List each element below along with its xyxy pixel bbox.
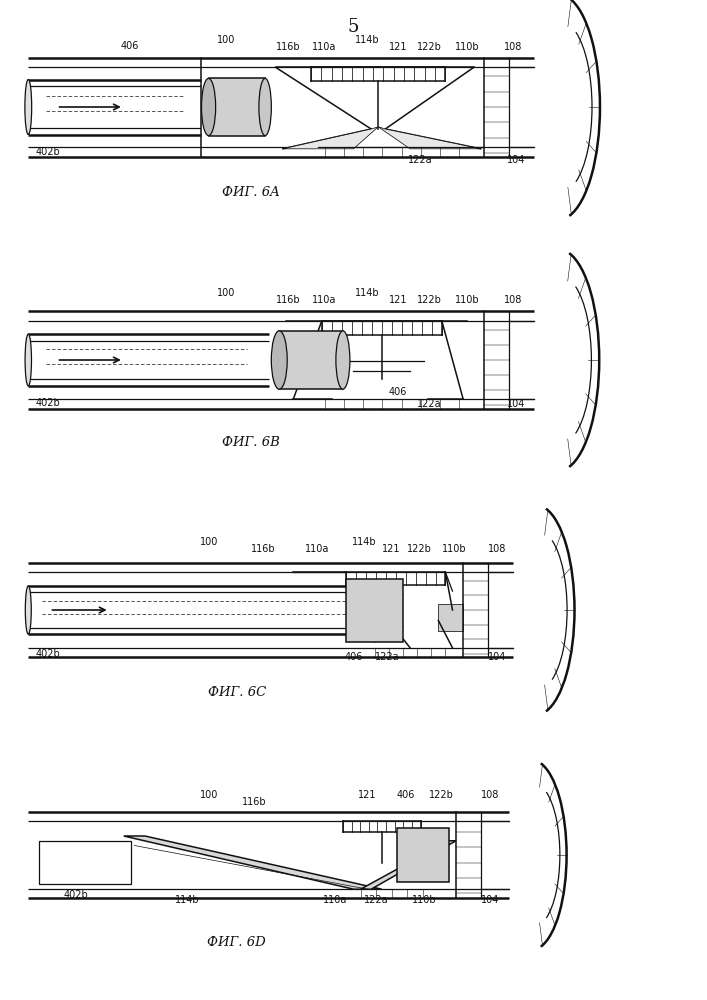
Text: ФИГ. 6C: ФИГ. 6C xyxy=(208,686,266,698)
Text: 402b: 402b xyxy=(63,890,88,900)
Ellipse shape xyxy=(336,331,350,389)
Text: 406: 406 xyxy=(344,652,363,662)
Ellipse shape xyxy=(25,586,31,634)
Text: 122a: 122a xyxy=(417,399,441,409)
Text: 104: 104 xyxy=(488,652,506,662)
Polygon shape xyxy=(346,578,403,642)
Text: 104: 104 xyxy=(481,895,499,905)
Text: 121: 121 xyxy=(389,295,407,305)
Text: 100: 100 xyxy=(200,537,218,547)
Polygon shape xyxy=(378,127,481,149)
Text: 110b: 110b xyxy=(455,42,479,52)
Text: 108: 108 xyxy=(481,790,499,800)
Text: 114b: 114b xyxy=(355,288,379,298)
Text: ФИГ. 6B: ФИГ. 6B xyxy=(222,436,280,448)
Text: 121: 121 xyxy=(389,42,407,52)
Text: 122a: 122a xyxy=(364,895,388,905)
Polygon shape xyxy=(283,127,378,149)
Text: 406: 406 xyxy=(397,790,415,800)
Text: 110b: 110b xyxy=(442,544,466,554)
Text: 122b: 122b xyxy=(416,295,442,305)
Text: 122b: 122b xyxy=(428,790,454,800)
Text: 402b: 402b xyxy=(35,649,61,659)
Polygon shape xyxy=(124,836,382,889)
Text: ФИГ. 6A: ФИГ. 6A xyxy=(222,186,280,198)
Text: 108: 108 xyxy=(504,42,522,52)
Polygon shape xyxy=(438,604,463,631)
Text: 104: 104 xyxy=(507,399,525,409)
Text: 116b: 116b xyxy=(276,42,300,52)
Text: 110a: 110a xyxy=(312,42,337,52)
Text: 5: 5 xyxy=(348,18,359,36)
Ellipse shape xyxy=(201,78,216,136)
Text: 116b: 116b xyxy=(243,797,267,807)
Text: 104: 104 xyxy=(507,155,525,165)
Ellipse shape xyxy=(25,334,32,386)
Text: 122a: 122a xyxy=(375,652,399,662)
Text: 122b: 122b xyxy=(407,544,432,554)
Polygon shape xyxy=(279,331,343,389)
Polygon shape xyxy=(209,78,265,136)
Text: 108: 108 xyxy=(504,295,522,305)
Text: 122a: 122a xyxy=(408,155,432,165)
Text: 100: 100 xyxy=(217,288,235,298)
Polygon shape xyxy=(361,841,456,889)
Text: 114b: 114b xyxy=(175,895,199,905)
Text: 100: 100 xyxy=(200,790,218,800)
Polygon shape xyxy=(397,828,449,882)
Text: 110a: 110a xyxy=(312,295,337,305)
Text: 121: 121 xyxy=(358,790,377,800)
Text: 114b: 114b xyxy=(352,537,376,547)
Text: ФИГ. 6D: ФИГ. 6D xyxy=(207,936,267,948)
Text: 121: 121 xyxy=(382,544,401,554)
Text: 110b: 110b xyxy=(412,895,436,905)
Text: 110b: 110b xyxy=(455,295,479,305)
Text: 110a: 110a xyxy=(323,895,347,905)
Text: 116b: 116b xyxy=(276,295,300,305)
Text: 114b: 114b xyxy=(355,35,379,45)
Ellipse shape xyxy=(25,80,32,134)
Text: 402b: 402b xyxy=(35,147,61,157)
Text: 108: 108 xyxy=(488,544,506,554)
Text: 100: 100 xyxy=(217,35,235,45)
Text: 402b: 402b xyxy=(35,398,61,408)
Ellipse shape xyxy=(271,331,287,389)
Text: 406: 406 xyxy=(389,387,407,397)
Text: 406: 406 xyxy=(120,41,139,51)
Text: 122b: 122b xyxy=(416,42,442,52)
Text: 116b: 116b xyxy=(252,544,276,554)
Text: 110a: 110a xyxy=(305,544,329,554)
Ellipse shape xyxy=(259,78,271,136)
